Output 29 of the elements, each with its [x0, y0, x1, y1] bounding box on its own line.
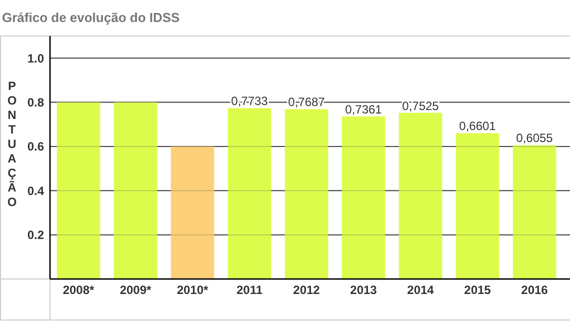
bar: [114, 102, 158, 279]
x-tick-label: 2014: [407, 283, 434, 297]
x-tick-label: 2012: [293, 283, 320, 297]
x-tick-label: 2015: [464, 283, 492, 297]
text: PONTUAÇÃO: [7, 79, 17, 209]
y-tick-label: 0.8: [27, 95, 44, 110]
bar: [398, 112, 442, 279]
data-label: 0,7525: [402, 98, 440, 113]
x-tick-label: 2011: [236, 283, 263, 297]
bar: [228, 108, 272, 279]
x-tick-label: 2016: [521, 283, 548, 297]
data-label: 0,6055: [516, 131, 554, 146]
x-tick-label: 2009*: [120, 283, 152, 297]
x-tick-label: 2013: [350, 283, 378, 297]
bar: [170, 146, 214, 279]
y-tick-label: 1.0: [27, 51, 44, 66]
bar: [284, 109, 328, 279]
y-tick-label: 0.2: [27, 228, 44, 242]
bar: [342, 116, 386, 279]
x-tick-label: 2008*: [62, 283, 95, 297]
y-tick-label: 0.6: [27, 140, 44, 154]
x-tick-label: 2010*: [176, 283, 209, 297]
chart-title: Gráfico de evolução do IDSS: [2, 10, 180, 25]
bar: [512, 145, 556, 279]
data-label: 0,6601: [459, 119, 496, 134]
bar: [56, 102, 100, 279]
data-label: 0,7361: [345, 102, 382, 116]
y-tick-label: 0.4: [27, 184, 44, 198]
bar: [456, 133, 500, 279]
